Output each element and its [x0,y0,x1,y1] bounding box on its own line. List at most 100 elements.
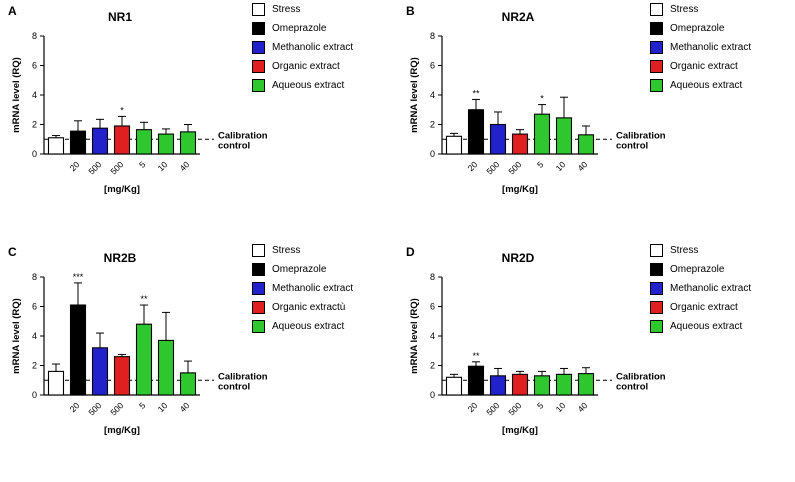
legend-label: Aqueous extract [272,321,345,332]
x-tick-label: 500 [86,159,103,176]
x-tick-label: 40 [178,159,192,173]
legend-item: Organic extract [252,60,353,73]
legend-item: Stress [252,244,353,257]
y-axis-label: mRNA level (RQ) [409,57,420,133]
legend-item: Organic extractù [252,301,353,314]
x-axis-label: [mg/Kg] [104,184,140,195]
legend-label: Organic extract [670,61,738,72]
bar [555,117,573,155]
x-tick-label: 5 [137,400,148,411]
significance-marker: *** [73,272,84,282]
y-tick-label: 0 [32,149,37,159]
calibration-label-line1: Calibration [616,130,666,141]
calibration-label-line1: Calibration [218,130,268,141]
x-tick-label: 500 [86,400,103,417]
panel-c: C NR2B 0 2 4 6 8 mRNA level (RQ) Calibration co… [0,241,397,482]
bar [467,365,485,396]
calibration-label-line1: Calibration [616,371,666,382]
bar [91,127,109,155]
y-tick-label: 6 [32,61,37,71]
legend-label: Stress [670,245,699,256]
panel-letter: B [406,4,415,18]
bar [135,129,153,155]
y-tick-label: 6 [430,302,435,312]
legend-item: Omeprazole [252,263,353,276]
legend-swatch [252,301,265,314]
y-tick-label: 0 [430,149,435,159]
calibration-label-line2: control [616,381,648,392]
legend-swatch [252,263,265,276]
legend-swatch [252,60,265,73]
panel-d: D NR2D 0 2 4 6 8 mRNA level (RQ) Calibration co… [398,241,795,482]
legend-label: Aqueous extract [670,80,743,91]
calibration-label-line2: control [218,140,250,151]
x-tick-label: 500 [108,159,125,176]
legend-swatch [252,244,265,257]
legend-swatch [650,41,663,54]
x-tick-label: 5 [137,159,148,170]
bar [113,356,131,396]
bar [533,375,551,396]
bar [47,370,65,396]
y-tick-label: 0 [32,390,37,400]
y-tick-label: 2 [430,120,435,130]
legend-swatch [650,3,663,16]
bar [113,125,131,155]
panel-letter: A [8,4,17,18]
legend-label: Organic extractù [272,302,346,313]
y-tick-label: 4 [430,331,435,341]
chart-title: NR2A [501,10,535,24]
legend-label: Methanolic extract [272,283,354,294]
legend-swatch [650,79,663,92]
bar [69,304,87,396]
chart-title: NR2B [103,251,137,265]
legend-swatch [650,60,663,73]
x-tick-label: 20 [466,400,480,414]
bar [467,109,485,155]
x-tick-label: 40 [576,159,590,173]
y-axis-label: mRNA level (RQ) [409,298,420,374]
legend-label: Stress [272,4,301,15]
legend-label: Aqueous extract [670,321,743,332]
legend-swatch [650,263,663,276]
x-tick-label: 500 [484,159,501,176]
y-tick-label: 4 [430,90,435,100]
x-tick-label: 40 [576,400,590,414]
x-tick-label: 5 [535,400,546,411]
bar [135,323,153,396]
legend-item: Aqueous extract [650,79,751,92]
y-tick-label: 8 [32,31,37,41]
y-tick-label: 6 [430,61,435,71]
legend: Stress Omeprazole Methanolic extract Organi… [252,244,353,333]
legend-item: Methanolic extract [650,41,751,54]
legend-label: Organic extract [272,61,340,72]
legend-label: Omeprazole [272,264,327,275]
x-tick-label: 20 [68,400,82,414]
legend-item: Stress [650,244,751,257]
legend-item: Aqueous extract [252,320,353,333]
significance-marker: * [120,105,124,115]
x-tick-label: 5 [535,159,546,170]
legend-label: Omeprazole [670,23,725,34]
legend-item: Methanolic extract [650,282,751,295]
legend-swatch [252,41,265,54]
x-axis-label: [mg/Kg] [104,425,140,436]
legend-swatch [252,282,265,295]
y-tick-label: 2 [430,361,435,371]
bar [157,133,175,155]
x-axis-label: [mg/Kg] [502,184,538,195]
legend-item: Stress [252,3,353,16]
bar [445,135,463,155]
x-tick-label: 10 [554,400,568,414]
bar [533,113,551,155]
x-tick-label: 500 [484,400,501,417]
legend-label: Omeprazole [272,23,327,34]
chart-title: NR1 [107,10,132,24]
legend-item: Methanolic extract [252,282,353,295]
y-axis-label: mRNA level (RQ) [11,57,22,133]
x-tick-label: 10 [554,159,568,173]
legend-swatch [650,22,663,35]
